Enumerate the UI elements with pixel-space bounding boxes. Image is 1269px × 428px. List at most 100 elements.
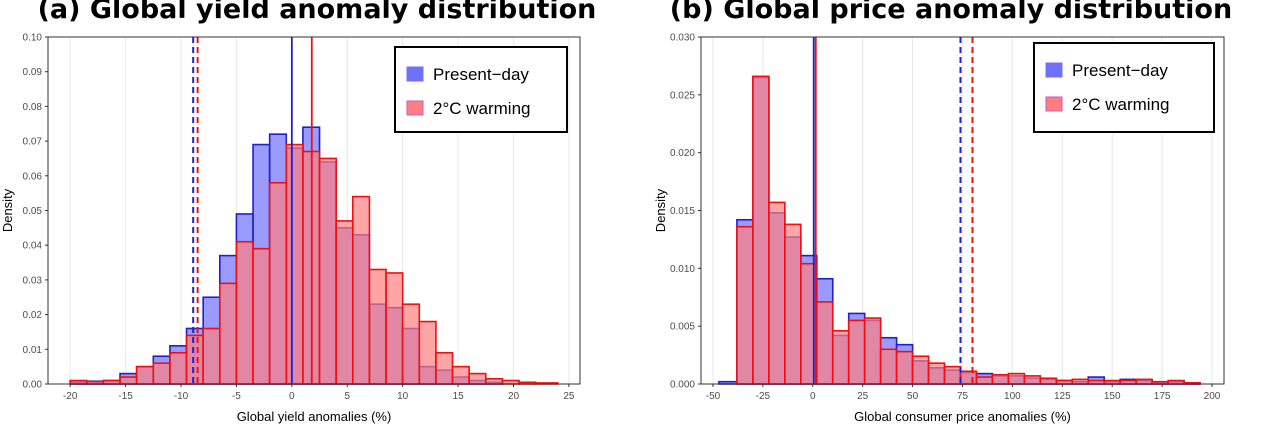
histogram-bar <box>1135 378 1153 385</box>
histogram-bar <box>768 201 786 385</box>
histogram-bar <box>368 268 387 385</box>
histogram-bar <box>847 319 866 385</box>
histogram-bar <box>863 317 882 385</box>
histogram-bar <box>815 301 834 385</box>
x-tick-label: 20 <box>508 391 520 402</box>
histogram-bar <box>1055 379 1074 385</box>
x-tick-label: 150 <box>1104 391 1121 402</box>
histogram-bar <box>185 334 204 385</box>
y-axis-label: Density <box>0 188 15 232</box>
y-tick-label: 0.09 <box>23 67 43 78</box>
legend-label: Present−day <box>433 65 529 84</box>
y-tick-label: 0.01 <box>23 345 43 356</box>
x-tick-label: 175 <box>1154 391 1171 402</box>
y-tick-label: 0.04 <box>23 241 43 252</box>
histogram-bar <box>252 247 271 385</box>
x-tick-label: -15 <box>118 391 133 402</box>
histogram-bar <box>1023 375 1042 385</box>
histogram-bar <box>1071 378 1090 385</box>
x-tick-label: 0 <box>289 391 295 402</box>
y-axis-label: Density <box>653 188 668 232</box>
histogram-bar <box>959 370 978 385</box>
y-tick-label: 0.030 <box>670 33 695 44</box>
legend: Present−day 2°C warming <box>1033 42 1215 133</box>
x-tick-label: 10 <box>397 391 409 402</box>
legend-swatch <box>406 66 424 82</box>
legend-label: Present−day <box>1072 61 1168 80</box>
histogram-bar <box>879 348 898 385</box>
chart-title-price: (b) Global price anomaly distribution <box>669 0 1233 25</box>
y-tick-label: 0.02 <box>23 310 43 321</box>
histogram-bar <box>435 351 454 385</box>
y-tick-label: 0.08 <box>23 102 43 113</box>
panel-yield: (a) Global yield anomaly distribution 0.… <box>0 0 634 428</box>
x-tick-label: -20 <box>63 391 78 402</box>
histogram-bar <box>975 376 994 385</box>
legend-box <box>1033 42 1215 133</box>
y-tick-label: 0.00 <box>23 380 43 391</box>
x-tick-label: 125 <box>1054 391 1071 402</box>
histogram-bar <box>401 303 421 385</box>
x-tick-label: 100 <box>1004 391 1021 402</box>
x-tick-label: 200 <box>1204 391 1221 402</box>
histogram-bar <box>895 350 914 385</box>
histogram-bar <box>318 157 337 385</box>
histogram-bar <box>451 365 470 385</box>
histogram-bar <box>335 220 354 385</box>
histogram-bar <box>285 143 304 385</box>
histogram-bar <box>135 365 155 385</box>
histogram-bar <box>501 379 520 385</box>
y-tick-label: 0.020 <box>670 148 695 159</box>
histogram-bar <box>943 365 962 385</box>
series-warming-bars <box>69 143 559 385</box>
histogram-bar <box>484 377 504 385</box>
histogram-bar <box>1087 379 1106 385</box>
x-tick-label: 5 <box>344 391 350 402</box>
histogram-bar <box>1119 379 1137 385</box>
histogram-bar <box>1103 379 1121 385</box>
y-tick-label: 0.10 <box>23 33 43 44</box>
x-tick-label: 0 <box>810 391 816 402</box>
histogram-bar <box>752 75 770 385</box>
histogram-bar <box>911 355 930 385</box>
x-axis-label: Global yield anomalies (%) <box>237 409 392 424</box>
legend-label: 2°C warming <box>433 99 531 118</box>
legend: Present−day 2°C warming <box>394 46 568 133</box>
x-tick-label: -50 <box>706 391 721 402</box>
histogram-bar <box>235 240 254 385</box>
x-axis-label: Global consumer price anomalies (%) <box>854 409 1071 424</box>
y-tick-label: 0.025 <box>670 90 695 101</box>
histogram-bar <box>69 379 88 385</box>
histogram-bar <box>1007 372 1026 385</box>
histogram-bar <box>102 379 121 385</box>
y-tick-label: 0.005 <box>670 322 695 333</box>
histogram-bar <box>736 225 754 385</box>
chart-title-yield: (a) Global yield anomaly distribution <box>37 0 597 25</box>
histogram-bar <box>152 362 171 385</box>
histogram-bar <box>218 282 238 385</box>
histogram-bar <box>991 373 1010 385</box>
histogram-bar <box>418 320 437 385</box>
histogram-bar <box>1039 377 1058 385</box>
histogram-bar <box>1167 379 1185 385</box>
legend-swatch <box>406 100 424 116</box>
x-tick-label: -25 <box>756 391 771 402</box>
panel-price: (b) Global price anomaly distribution 0.… <box>634 0 1268 428</box>
x-tick-label: 75 <box>957 391 969 402</box>
histogram-bar <box>784 223 802 385</box>
x-tick-label: 50 <box>907 391 919 402</box>
y-tick-label: 0.03 <box>23 275 43 286</box>
histogram-bar <box>268 181 288 385</box>
x-tick-label: 15 <box>453 391 465 402</box>
x-tick-label: -10 <box>174 391 189 402</box>
y-tick-label: 0.000 <box>670 380 695 391</box>
x-tick-label: 25 <box>563 391 575 402</box>
histogram-bar <box>119 376 138 385</box>
histogram-bar <box>169 351 188 385</box>
legend-swatch <box>1045 62 1063 78</box>
histogram-bar <box>202 327 221 385</box>
y-tick-label: 0.015 <box>670 206 695 217</box>
y-tick-label: 0.010 <box>670 264 695 275</box>
price-histogram-chart: 0.000 0.005 0.010 0.015 0.020 0.025 0.030 -50 -2… <box>653 33 1225 424</box>
x-tick-label: -5 <box>232 391 241 402</box>
